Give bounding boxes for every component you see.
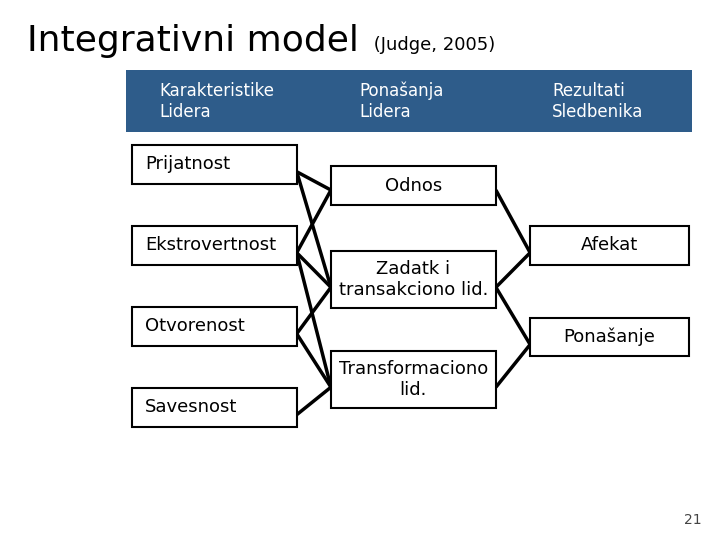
Bar	[331, 166, 496, 205]
Text: Ekstrovertnost: Ekstrovertnost	[145, 236, 276, 254]
Text: Integrativni model: Integrativni model	[27, 24, 359, 57]
Text: (Judge, 2005): (Judge, 2005)	[369, 36, 495, 55]
Bar	[530, 226, 689, 265]
Bar	[530, 318, 689, 356]
Text: Odnos: Odnos	[384, 177, 442, 195]
Bar	[331, 251, 496, 308]
Bar	[132, 145, 297, 184]
Text: 21: 21	[684, 512, 701, 526]
Text: Prijatnost: Prijatnost	[145, 155, 230, 173]
Text: Zadatk i
transakciono lid.: Zadatk i transakciono lid.	[338, 260, 488, 299]
Text: Karakteristike
Lidera: Karakteristike Lidera	[160, 82, 275, 120]
Bar	[331, 351, 496, 408]
Text: Rezultati
Sledbenika: Rezultati Sledbenika	[552, 82, 643, 120]
Text: Afekat: Afekat	[581, 236, 638, 254]
Bar	[132, 226, 297, 265]
Text: Otvorenost: Otvorenost	[145, 317, 245, 335]
Text: Ponašanja
Lidera: Ponašanja Lidera	[359, 82, 444, 121]
Bar	[132, 307, 297, 346]
Text: Savesnost: Savesnost	[145, 398, 238, 416]
Text: Ponašanje: Ponašanje	[564, 328, 655, 346]
Bar	[132, 388, 297, 427]
Text: Transformaciono
lid.: Transformaciono lid.	[339, 360, 488, 399]
Bar	[125, 70, 692, 132]
